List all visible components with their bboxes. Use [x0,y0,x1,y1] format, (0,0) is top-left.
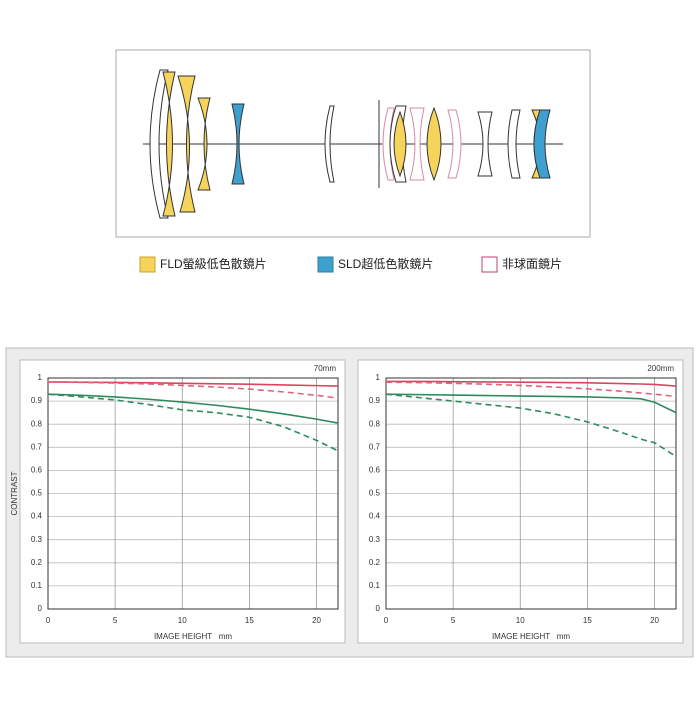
x-tick-label: 20 [650,616,659,625]
x-tick-label: 10 [516,616,525,625]
y-tick-label: 0.6 [31,466,43,475]
y-tick-label: 0 [38,604,43,613]
y-tick-label: 0.3 [369,535,381,544]
legend-swatch [481,256,498,273]
y-tick-label: 0.2 [31,558,43,567]
plot-border [47,377,339,610]
x-tick-label: 0 [46,616,51,625]
series-line [47,381,339,399]
x-tick-label: 15 [245,616,254,625]
plot-border [385,377,677,610]
x-tick-label: 20 [312,616,321,625]
y-tick-label: 0.1 [369,581,381,590]
legend-label: 非球面鏡片 [502,256,562,271]
y-tick-label: 0.7 [369,442,381,451]
series-line [386,380,677,387]
y-tick-label: 0.2 [369,558,381,567]
y-tick-label: 0.1 [31,581,43,590]
y-tick-label: 0.8 [369,419,381,428]
legend-swatch [139,256,156,273]
series-line [385,393,677,458]
x-axis-label: IMAGE HEIGHT mm [154,632,232,641]
chart-title: 200mm [647,364,674,373]
y-tick-label: 0.7 [31,442,43,451]
x-tick-label: 15 [583,616,592,625]
legend-label: SLD超低色散鏡片 [338,256,433,271]
y-tick-label: 0 [376,604,381,613]
y-tick-label: 0.5 [31,489,43,498]
y-tick-label: 0.8 [31,419,43,428]
y-tick-label: 0.3 [31,535,43,544]
series-line [47,393,339,452]
y-tick-label: 0.6 [369,466,381,475]
x-tick-label: 5 [451,616,456,625]
series-line [385,381,677,398]
y-tick-label: 0.4 [369,512,381,521]
series-line [385,393,677,414]
x-tick-label: 0 [384,616,389,625]
x-tick-label: 10 [178,616,187,625]
x-axis-label: IMAGE HEIGHT mm [492,632,570,641]
y-tick-label: 0.5 [369,489,381,498]
y-tick-label: 0.9 [369,396,381,405]
x-tick-label: 5 [113,616,118,625]
y-tick-label: 1 [38,373,43,382]
y-axis-label: CONTRAST [10,471,19,515]
y-tick-label: 0.9 [31,396,43,405]
chart-title: 70mm [314,364,337,373]
y-tick-label: 0.4 [31,512,43,521]
series-line [47,393,339,424]
legend-label: FLD螢級低色散鏡片 [160,256,267,271]
lens-diagram [143,69,563,219]
legend-swatch [317,256,334,273]
y-tick-label: 1 [376,373,381,382]
